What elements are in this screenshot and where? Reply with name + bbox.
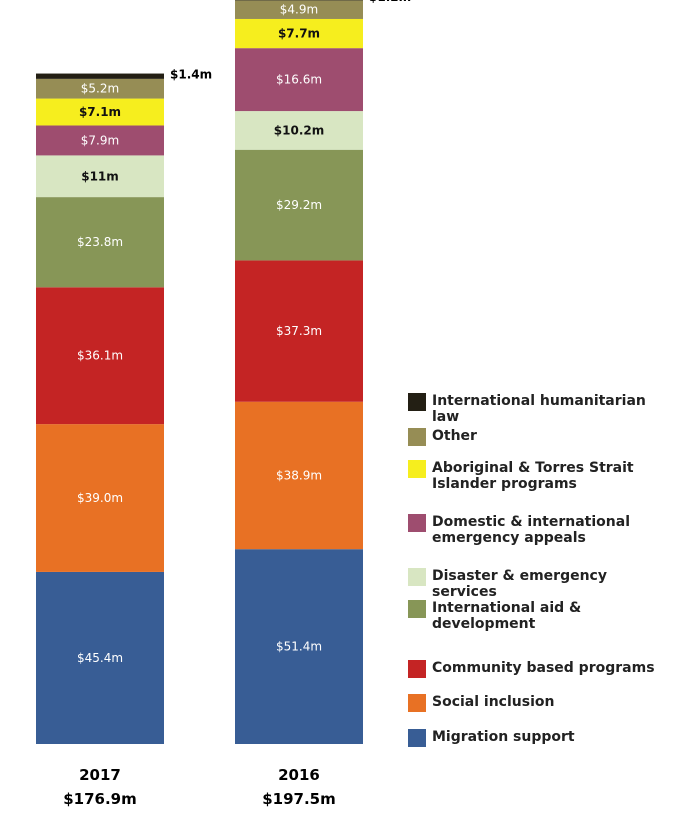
legend-item-migration-support: Migration support (408, 729, 672, 747)
legend: International humanitarian law Other Abori… (408, 0, 678, 819)
bar-segment-2017-aboriginal-and-torres-strait-islander-programs (36, 98, 164, 126)
bar-segment-2016-migration-support (235, 549, 363, 744)
segment-label-2017-social-inclusion: $39.0m (77, 491, 123, 505)
legend-label-other: Other (432, 428, 477, 444)
segment-label-2016-social-inclusion: $38.9m (276, 468, 322, 482)
legend-label-disaster-and-emergency-services: Disaster & emergency services (432, 568, 607, 600)
segment-label-2017-migration-support: $45.4m (77, 651, 123, 665)
bar-segment-2017-other (36, 78, 164, 99)
bar-segment-2017-social-inclusion (36, 424, 164, 572)
legend-swatch-disaster-and-emergency-services (408, 568, 426, 586)
legend-label-aboriginal-and-torres-strait-islander-programs: Aboriginal & Torres Strait Islander progr… (432, 460, 634, 492)
legend-item-domestic-and-international-emergency-appeals: Domestic & international emergency appeal… (408, 514, 672, 546)
bar-segment-2017-international-humanitarian-law (36, 73, 164, 79)
bar-segment-2017-migration-support (36, 571, 164, 744)
legend-label-international-aid-and-development: International aid & development (432, 600, 582, 632)
segment-label-2016-community-based-programs: $37.3m (276, 324, 322, 338)
outside-label-2017-international-humanitarian-law: $1.4m (170, 68, 212, 82)
bar-segment-2017-community-based-programs (36, 287, 164, 425)
bar-segment-2017-disaster-and-emergency-services (36, 155, 164, 198)
segment-label-2016-other: $4.9m (280, 3, 318, 17)
segment-label-2017-disaster-and-emergency-services: $11m (81, 169, 119, 183)
legend-swatch-other (408, 428, 426, 446)
legend-item-community-based-programs: Community based programs (408, 660, 672, 678)
segment-label-2017-international-aid-and-development: $23.8m (77, 235, 123, 249)
segment-label-2017-domestic-and-international-emergency-appeals: $7.9m (81, 133, 119, 147)
legend-swatch-international-humanitarian-law (408, 393, 426, 411)
segment-label-2016-migration-support: $51.4m (276, 640, 322, 654)
segment-label-2016-international-aid-and-development: $29.2m (276, 198, 322, 212)
legend-item-international-humanitarian-law: International humanitarian law (408, 393, 672, 425)
bar-segment-2016-other (235, 0, 363, 19)
legend-label-community-based-programs: Community based programs (432, 660, 655, 676)
legend-label-international-humanitarian-law: International humanitarian law (432, 393, 646, 425)
legend-item-aboriginal-and-torres-strait-islander-programs: Aboriginal & Torres Strait Islander progr… (408, 460, 672, 492)
segment-label-2016-disaster-and-emergency-services: $10.2m (274, 123, 324, 137)
legend-label-social-inclusion: Social inclusion (432, 694, 555, 710)
legend-item-disaster-and-emergency-services: Disaster & emergency services (408, 568, 672, 600)
legend-item-other: Other (408, 428, 672, 446)
segment-label-2017-other: $5.2m (81, 82, 119, 96)
legend-label-migration-support: Migration support (432, 729, 575, 745)
total-label-2017: $176.9m (63, 790, 137, 808)
category-label-2016: 2016 (278, 766, 320, 784)
segment-label-2016-domestic-and-international-emergency-appeals: $16.6m (276, 73, 322, 87)
legend-swatch-migration-support (408, 729, 426, 747)
legend-item-social-inclusion: Social inclusion (408, 694, 672, 712)
legend-swatch-aboriginal-and-torres-strait-islander-programs (408, 460, 426, 478)
bar-segment-2016-aboriginal-and-torres-strait-islander-programs (235, 18, 363, 49)
legend-swatch-domestic-and-international-emergency-appeals (408, 514, 426, 532)
bar-segment-2016-international-aid-and-development (235, 149, 363, 261)
total-label-2016: $197.5m (262, 790, 336, 808)
legend-swatch-international-aid-and-development (408, 600, 426, 618)
bar-segment-2016-social-inclusion (235, 401, 363, 550)
legend-label-domestic-and-international-emergency-appeals: Domestic & international emergency appeal… (432, 514, 630, 546)
outside-label-2016-international-humanitarian-law: $1.2m (369, 0, 411, 4)
legend-swatch-social-inclusion (408, 694, 426, 712)
segment-label-2017-aboriginal-and-torres-strait-islander-programs: $7.1m (79, 105, 121, 119)
bar-segment-2016-disaster-and-emergency-services (235, 111, 363, 150)
segment-label-2016-aboriginal-and-torres-strait-islander-programs: $7.7m (278, 27, 320, 41)
category-label-2017: 2017 (79, 766, 121, 784)
legend-swatch-community-based-programs (408, 660, 426, 678)
bar-segment-2017-international-aid-and-development (36, 197, 164, 288)
bar-segment-2017-domestic-and-international-emergency-appeals (36, 125, 164, 156)
bar-segment-2016-community-based-programs (235, 260, 363, 402)
bar-segment-2016-domestic-and-international-emergency-appeals (235, 48, 363, 112)
segment-label-2017-community-based-programs: $36.1m (77, 349, 123, 363)
legend-item-international-aid-and-development: International aid & development (408, 600, 672, 632)
